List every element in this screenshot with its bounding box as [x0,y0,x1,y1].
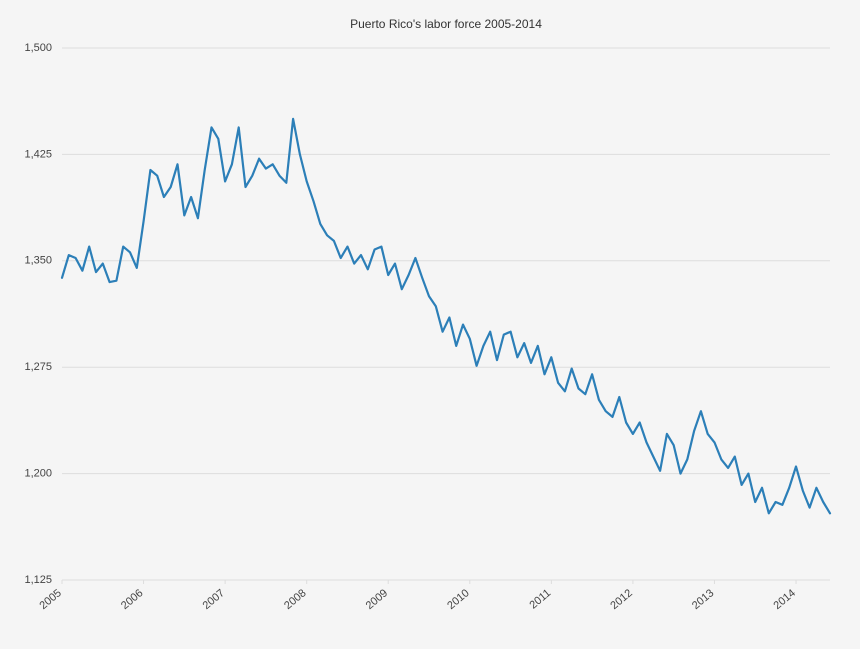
chart-container: 1,1251,2001,2751,3501,4251,5002005200620… [0,0,860,649]
y-tick-label: 1,275 [24,361,52,373]
y-tick-label: 1,425 [24,148,52,160]
y-tick-label: 1,500 [24,42,52,54]
chart-title: Puerto Rico's labor force 2005-2014 [350,17,542,31]
y-tick-label: 1,350 [24,255,52,267]
y-tick-label: 1,200 [24,468,52,480]
chart-background [0,0,860,649]
y-tick-label: 1,125 [24,574,52,586]
line-chart: 1,1251,2001,2751,3501,4251,5002005200620… [0,0,860,649]
